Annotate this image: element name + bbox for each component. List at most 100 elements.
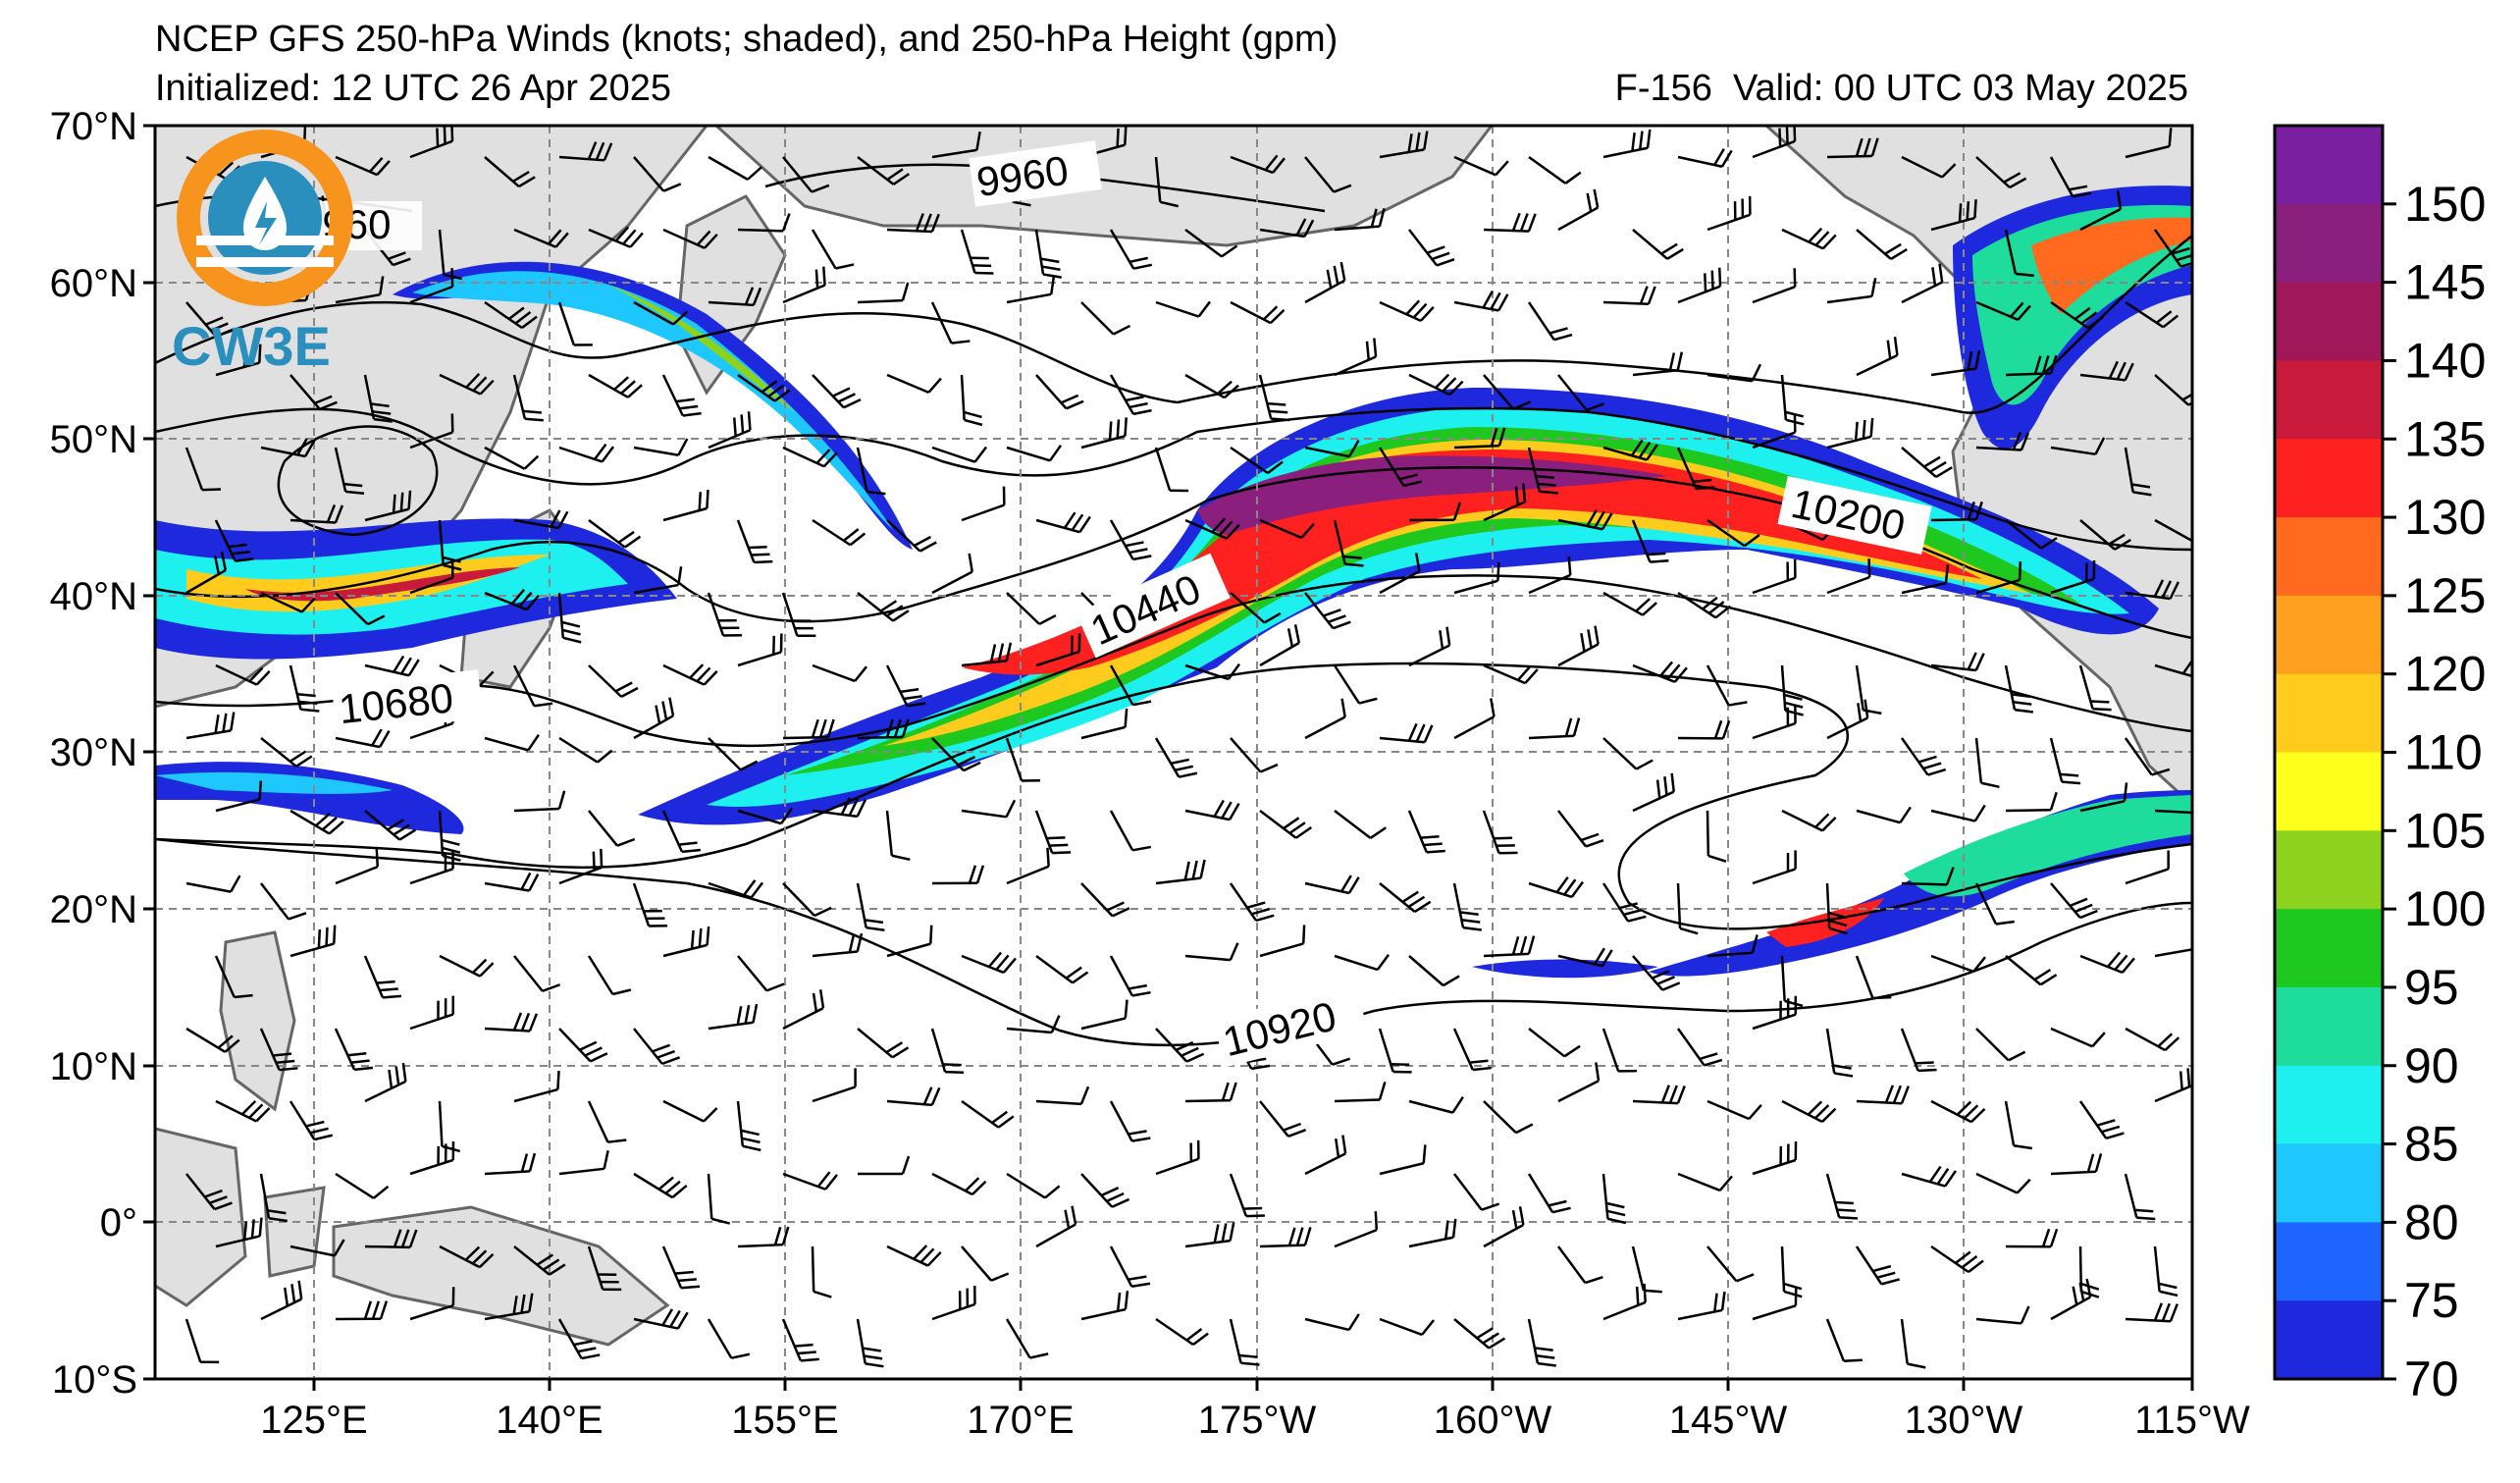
- grid-lines: [155, 126, 2192, 1379]
- wind-barb: [185, 712, 236, 740]
- wind-barb: [1109, 1100, 1151, 1142]
- wind-barb: [1259, 218, 1315, 238]
- wind-barb: [2079, 951, 2135, 975]
- wind-barb: [1230, 154, 1286, 175]
- wind-barb: [931, 553, 973, 595]
- colorbar-segment: [2275, 1300, 2383, 1380]
- wind-barb: [1826, 137, 1879, 159]
- wind-barb: [1602, 439, 1658, 461]
- wind-barb: [438, 810, 461, 862]
- wind-barb: [1006, 1172, 1061, 1199]
- wind-barb: [1408, 229, 1455, 267]
- wind-barb: [587, 1245, 622, 1292]
- colorbar-label: 70: [2404, 1351, 2459, 1406]
- colorbar-label: 110: [2404, 725, 2483, 780]
- wind-barb: [1930, 199, 1977, 232]
- wind-barb: [1109, 374, 1152, 416]
- wind-barb: [1184, 1222, 1235, 1248]
- wind-barb: [289, 1239, 345, 1257]
- colorbar: [2275, 126, 2383, 1380]
- lon-label: 130°W: [1905, 1399, 2023, 1442]
- wind-barb: [1483, 1206, 1525, 1248]
- wind-barb: [1974, 737, 2000, 789]
- wind-barb: [1632, 229, 1684, 260]
- wind-barb: [662, 489, 709, 522]
- wind-barb: [1631, 1245, 1662, 1294]
- wind-barb: [961, 486, 1006, 522]
- wind-barb: [215, 344, 262, 377]
- wind-barb: [1706, 810, 1727, 863]
- wind-barb: [1930, 652, 1985, 672]
- wind-barb: [1602, 129, 1652, 159]
- wind-barb: [558, 1028, 608, 1063]
- wind-barb: [1676, 882, 1699, 935]
- land-borneo: [155, 1127, 247, 1307]
- wind-barb: [1109, 1245, 1151, 1289]
- wind-barb: [1855, 1245, 1901, 1286]
- wind-barb: [1184, 517, 1240, 540]
- wind-barb: [558, 443, 615, 463]
- wind-barb: [2050, 1153, 2103, 1176]
- wind-barb: [1483, 483, 1527, 522]
- wind-barb: [1483, 935, 1536, 958]
- wind-barb: [1080, 999, 1129, 1031]
- wind-barb: [2005, 354, 2058, 377]
- wind-barb: [1601, 1173, 1627, 1225]
- lon-label: 125°E: [260, 1399, 367, 1442]
- wind-barb: [1006, 847, 1050, 885]
- wind-barb: [1676, 1028, 1723, 1067]
- wind-barb: [737, 955, 785, 992]
- contour-a: [155, 235, 2192, 414]
- lon-label: 175°W: [1198, 1399, 1317, 1442]
- lat-label: 50°N: [50, 418, 137, 461]
- wind-barb: [708, 287, 762, 307]
- wind-barb: [737, 213, 791, 233]
- wind-barb: [1930, 501, 1983, 522]
- wind-barb: [364, 1062, 407, 1103]
- wind-barb: [1706, 664, 1748, 707]
- wind-barb: [782, 446, 838, 468]
- wind-barb: [886, 1086, 941, 1107]
- wind-barb: [857, 282, 910, 304]
- wind-barb: [1453, 698, 1496, 740]
- colorbar-segment: [2275, 830, 2383, 910]
- wind-barb: [409, 1140, 455, 1176]
- wind-barb: [409, 558, 454, 595]
- wind-barb: [1557, 188, 1600, 232]
- wind-barb: [215, 780, 263, 813]
- lon-label: 140°E: [496, 1399, 603, 1442]
- wind-barb: [960, 374, 983, 427]
- wind-barb: [1856, 806, 1912, 824]
- wind-barb: [2125, 1027, 2180, 1052]
- wind-barb: [1676, 447, 1715, 491]
- wind-barb: [662, 228, 718, 249]
- wind-barb: [1975, 300, 2031, 321]
- wind-barb: [2079, 360, 2134, 382]
- wind-barb: [1334, 207, 1386, 232]
- colorbar-label: 80: [2404, 1194, 2459, 1249]
- wind-barb: [782, 156, 830, 193]
- wind-barb: [1752, 1141, 1798, 1176]
- wind-barb: [1080, 708, 1129, 740]
- wind-barb: [588, 373, 643, 398]
- wind-barb: [633, 1172, 688, 1199]
- wind-barb: [1557, 508, 1613, 531]
- colorbar-segment: [2275, 1222, 2383, 1301]
- wind-barb: [1453, 291, 1509, 312]
- wind-barb: [1408, 1218, 1457, 1248]
- wind-barb: [2050, 559, 2096, 595]
- wind-barb: [2050, 437, 2106, 456]
- wind-barb: [1379, 1317, 1435, 1337]
- wind-barb: [512, 664, 553, 708]
- wind-barb: [1483, 212, 1537, 233]
- wind-barb: [1259, 925, 1306, 958]
- wind-barb: [364, 810, 417, 841]
- wind-barb: [1901, 564, 1950, 595]
- wind-barb: [1155, 300, 1212, 318]
- wind-barb: [363, 955, 401, 999]
- wind-barb: [781, 592, 816, 638]
- colorbar-label: 145: [2404, 255, 2486, 310]
- wind-barb: [484, 588, 540, 611]
- wind-barb: [2050, 300, 2104, 330]
